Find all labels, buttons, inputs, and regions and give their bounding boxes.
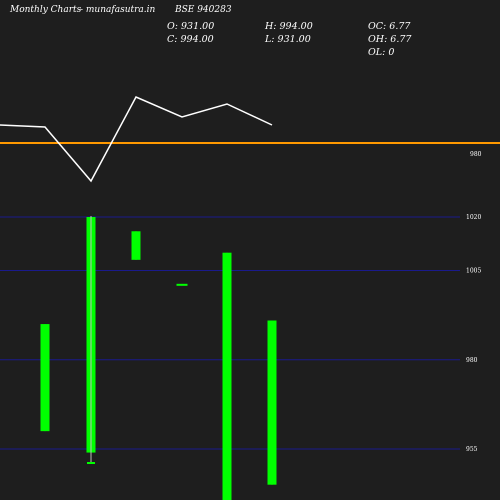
price-line [0,96,273,183]
reference-line-label: 980 [470,151,482,158]
close-value: C: 994.00 [167,34,214,45]
candle-body [40,324,50,432]
y-tick-label: 1020 [466,214,481,221]
oh-value: OH: 6.77 [368,34,412,45]
y-tick-label: 1005 [466,268,481,275]
high-value: H: 994.00 [265,21,313,32]
oc-value: OC: 6.77 [368,21,411,32]
candle-body [222,252,232,500]
site-name: - munafasutra.in [80,5,156,15]
candle-body [267,320,277,485]
price-line-layer [0,96,500,183]
ol-value: OL: 0 [368,47,395,58]
y-tick-label: 955 [466,446,478,453]
symbol-label: BSE 940283 [175,5,232,15]
low-value: L: 931.00 [265,34,311,45]
chart-brand: Monthly Charts [10,5,82,15]
tick-layer: 1020 1005 980 955 980 [466,151,482,453]
y-tick-label: 980 [466,357,478,364]
candle-body [131,231,141,260]
open-value: O: 931.00 [167,21,215,32]
candle-body [176,283,188,286]
candle-layer [40,216,277,500]
